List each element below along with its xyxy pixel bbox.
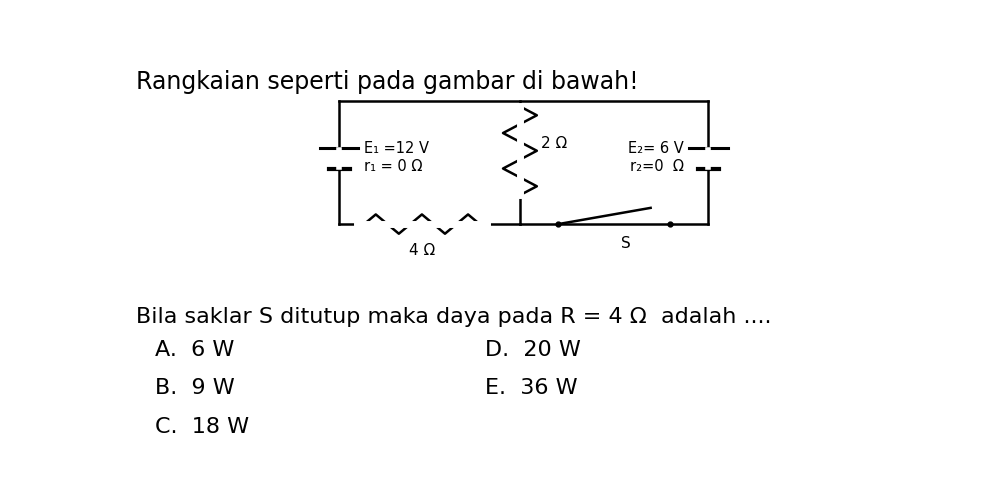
Text: r₂=0  Ω: r₂=0 Ω <box>630 159 683 174</box>
Text: 2 Ω: 2 Ω <box>542 136 567 151</box>
Text: Bila saklar S ditutup maka daya pada R = 4 Ω  adalah ....: Bila saklar S ditutup maka daya pada R =… <box>136 307 771 327</box>
Text: E₂= 6 V: E₂= 6 V <box>628 141 683 156</box>
Text: C.  18 W: C. 18 W <box>155 417 249 437</box>
Text: B.  9 W: B. 9 W <box>155 378 234 398</box>
Text: S: S <box>621 235 631 250</box>
Text: D.  20 W: D. 20 W <box>485 340 581 360</box>
Text: 4 Ω: 4 Ω <box>409 242 435 258</box>
Text: A.  6 W: A. 6 W <box>155 340 234 360</box>
Text: Rangkaian seperti pada gambar di bawah!: Rangkaian seperti pada gambar di bawah! <box>136 70 638 94</box>
Text: E₁ =12 V: E₁ =12 V <box>364 141 429 156</box>
Text: r₁ = 0 Ω: r₁ = 0 Ω <box>364 159 423 174</box>
Text: E.  36 W: E. 36 W <box>485 378 578 398</box>
